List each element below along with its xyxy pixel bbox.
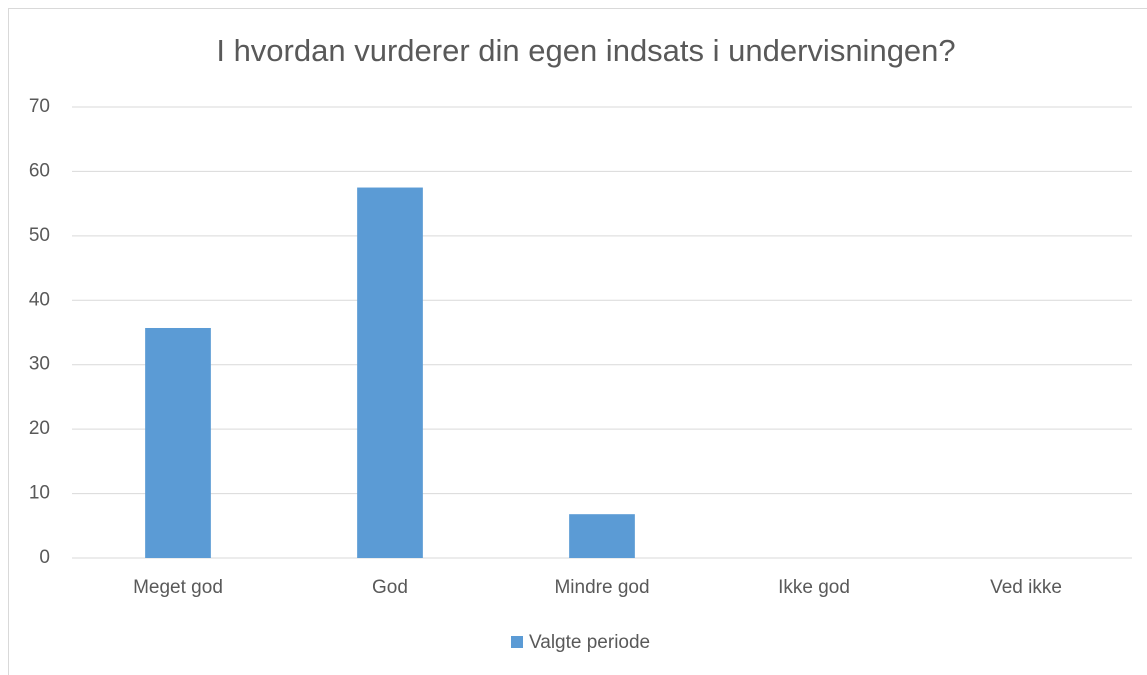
y-tick-label: 40 xyxy=(29,289,50,310)
y-tick-label: 50 xyxy=(29,225,50,246)
y-tick-label: 20 xyxy=(29,418,50,439)
x-tick-label: Meget god xyxy=(133,577,223,598)
x-tick-label: Ikke god xyxy=(778,577,850,598)
bar xyxy=(357,187,423,559)
x-tick-label: Mindre god xyxy=(554,577,649,598)
y-tick-label: 60 xyxy=(29,160,50,181)
legend-swatch xyxy=(511,636,523,648)
x-tick-label: God xyxy=(372,577,408,598)
y-tick-label: 0 xyxy=(39,547,50,568)
bar xyxy=(569,514,635,558)
bar xyxy=(145,327,211,558)
y-tick-label: 30 xyxy=(29,354,50,375)
y-tick-label: 70 xyxy=(29,96,50,117)
y-tick-label: 10 xyxy=(29,483,50,504)
chart-title: I hvordan vurderer din egen indsats i un… xyxy=(216,33,955,68)
x-tick-label: Ved ikke xyxy=(990,577,1062,598)
legend-label: Valgte periode xyxy=(529,632,650,653)
